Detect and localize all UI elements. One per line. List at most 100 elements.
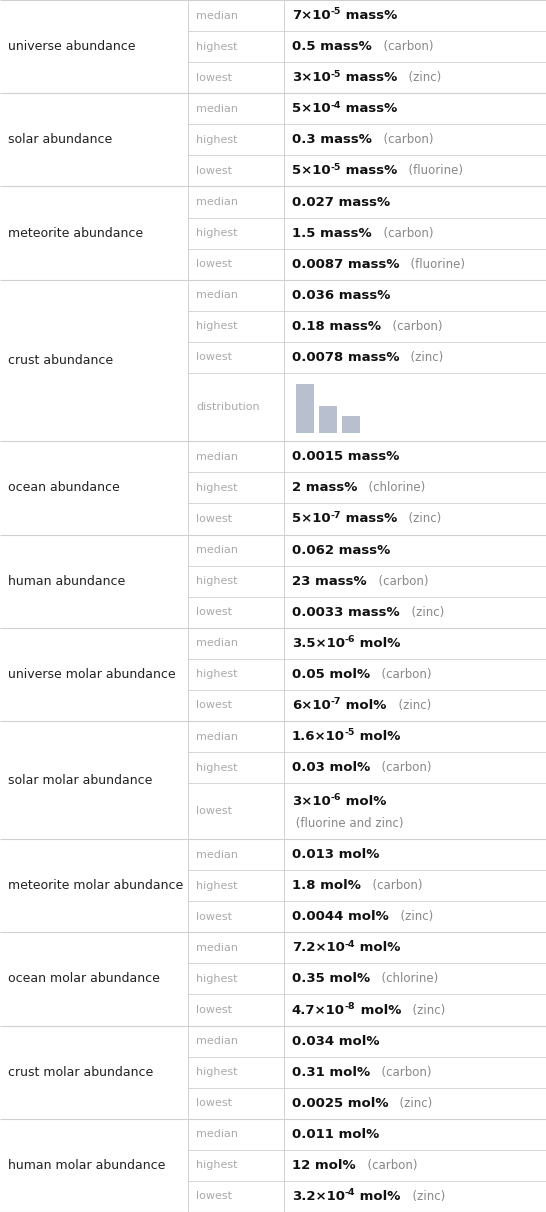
Text: (zinc): (zinc)	[403, 351, 444, 364]
Text: median: median	[197, 1130, 239, 1139]
Text: highest: highest	[197, 135, 238, 145]
Text: 23 mass%: 23 mass%	[292, 574, 366, 588]
Text: 5×10: 5×10	[292, 102, 330, 115]
Text: highest: highest	[197, 576, 238, 587]
Text: 1.8 mol%: 1.8 mol%	[292, 879, 361, 892]
Bar	[296, 384, 314, 433]
Text: highest: highest	[197, 669, 238, 680]
Text: 0.013 mol%: 0.013 mol%	[292, 848, 379, 861]
Text: lowest: lowest	[197, 911, 233, 922]
Text: -6: -6	[331, 793, 341, 802]
Text: 0.3 mass%: 0.3 mass%	[292, 133, 372, 147]
Text: -4: -4	[345, 939, 355, 949]
Text: 0.03 mol%: 0.03 mol%	[292, 761, 370, 774]
Text: 0.05 mol%: 0.05 mol%	[292, 668, 370, 681]
Text: -5: -5	[330, 7, 341, 17]
Text: 0.062 mass%: 0.062 mass%	[292, 543, 390, 556]
Text: -7: -7	[330, 511, 341, 520]
Text: (carbon): (carbon)	[376, 133, 434, 147]
Text: 0.0033 mass%: 0.0033 mass%	[292, 606, 400, 618]
Text: lowest: lowest	[197, 701, 233, 710]
Text: 5×10: 5×10	[292, 165, 330, 177]
Text: highest: highest	[197, 974, 238, 984]
Text: 12 mol%: 12 mol%	[292, 1159, 355, 1172]
Text: 0.5 mass%: 0.5 mass%	[292, 40, 372, 53]
Text: 0.35 mol%: 0.35 mol%	[292, 972, 370, 985]
Text: -7: -7	[331, 697, 341, 707]
Text: 0.027 mass%: 0.027 mass%	[292, 195, 390, 208]
Text: ocean molar abundance: ocean molar abundance	[8, 972, 160, 985]
Text: median: median	[197, 943, 239, 953]
Text: (zinc): (zinc)	[401, 72, 442, 84]
Text: mol%: mol%	[355, 1004, 401, 1017]
Text: (zinc): (zinc)	[393, 910, 433, 924]
Text: (fluorine): (fluorine)	[401, 165, 463, 177]
Text: (zinc): (zinc)	[401, 513, 442, 526]
Text: (carbon): (carbon)	[376, 40, 433, 53]
Text: (zinc): (zinc)	[405, 1190, 445, 1204]
Text: 1.5 mass%: 1.5 mass%	[292, 227, 371, 240]
Text: 3×10: 3×10	[292, 72, 331, 84]
Text: 3.5×10: 3.5×10	[292, 636, 345, 650]
Text: median: median	[197, 1036, 239, 1046]
Text: lowest: lowest	[197, 353, 233, 362]
Text: 0.0025 mol%: 0.0025 mol%	[292, 1097, 388, 1110]
Text: mass%: mass%	[341, 102, 397, 115]
Text: mol%: mol%	[341, 795, 387, 807]
Text: median: median	[197, 198, 239, 207]
Text: -5: -5	[345, 728, 355, 737]
Text: meteorite abundance: meteorite abundance	[8, 227, 143, 240]
Text: 0.0044 mol%: 0.0044 mol%	[292, 910, 389, 924]
Text: (carbon): (carbon)	[365, 879, 422, 892]
Text: lowest: lowest	[197, 1005, 233, 1014]
Text: (zinc): (zinc)	[405, 1004, 445, 1017]
Text: 0.31 mol%: 0.31 mol%	[292, 1065, 370, 1079]
Text: crust molar abundance: crust molar abundance	[8, 1065, 153, 1079]
Text: highest: highest	[197, 482, 238, 493]
Text: (zinc): (zinc)	[403, 606, 444, 618]
Text: median: median	[197, 639, 239, 648]
Text: 0.18 mass%: 0.18 mass%	[292, 320, 381, 333]
Text: 0.0078 mass%: 0.0078 mass%	[292, 351, 400, 364]
Text: (carbon): (carbon)	[371, 574, 428, 588]
Text: (carbon): (carbon)	[385, 320, 442, 333]
Text: (fluorine): (fluorine)	[403, 258, 465, 270]
Text: human abundance: human abundance	[8, 574, 125, 588]
Text: 2 mass%: 2 mass%	[292, 481, 357, 494]
Text: mol%: mol%	[355, 942, 401, 954]
Text: highest: highest	[197, 1067, 238, 1077]
Text: ocean abundance: ocean abundance	[8, 481, 120, 494]
Text: 0.0015 mass%: 0.0015 mass%	[292, 451, 399, 463]
Bar	[319, 406, 337, 433]
Text: highest: highest	[197, 1160, 238, 1171]
Text: 6×10: 6×10	[292, 699, 331, 711]
Text: median: median	[197, 290, 239, 301]
Text: 0.0087 mass%: 0.0087 mass%	[292, 258, 400, 270]
Text: highest: highest	[197, 762, 238, 772]
Text: (carbon): (carbon)	[360, 1159, 417, 1172]
Text: (chlorine): (chlorine)	[374, 972, 438, 985]
Text: -4: -4	[345, 1188, 355, 1197]
Text: highest: highest	[197, 41, 238, 52]
Text: universe molar abundance: universe molar abundance	[8, 668, 176, 681]
Text: mass%: mass%	[341, 165, 397, 177]
Text: 1.6×10: 1.6×10	[292, 730, 345, 743]
Text: crust abundance: crust abundance	[8, 354, 113, 367]
Text: -6: -6	[345, 635, 355, 645]
Bar	[342, 416, 360, 433]
Text: lowest: lowest	[197, 806, 233, 816]
Text: highest: highest	[197, 228, 238, 238]
Text: 3×10: 3×10	[292, 795, 331, 807]
Text: lowest: lowest	[197, 166, 233, 176]
Text: (carbon): (carbon)	[376, 227, 433, 240]
Text: human molar abundance: human molar abundance	[8, 1159, 165, 1172]
Text: 5×10: 5×10	[292, 513, 330, 526]
Text: highest: highest	[197, 321, 238, 331]
Text: 0.034 mol%: 0.034 mol%	[292, 1035, 379, 1047]
Text: lowest: lowest	[197, 1191, 233, 1201]
Text: solar abundance: solar abundance	[8, 133, 112, 147]
Text: median: median	[197, 104, 239, 114]
Text: median: median	[197, 452, 239, 462]
Text: median: median	[197, 545, 239, 555]
Text: (carbon): (carbon)	[374, 1065, 431, 1079]
